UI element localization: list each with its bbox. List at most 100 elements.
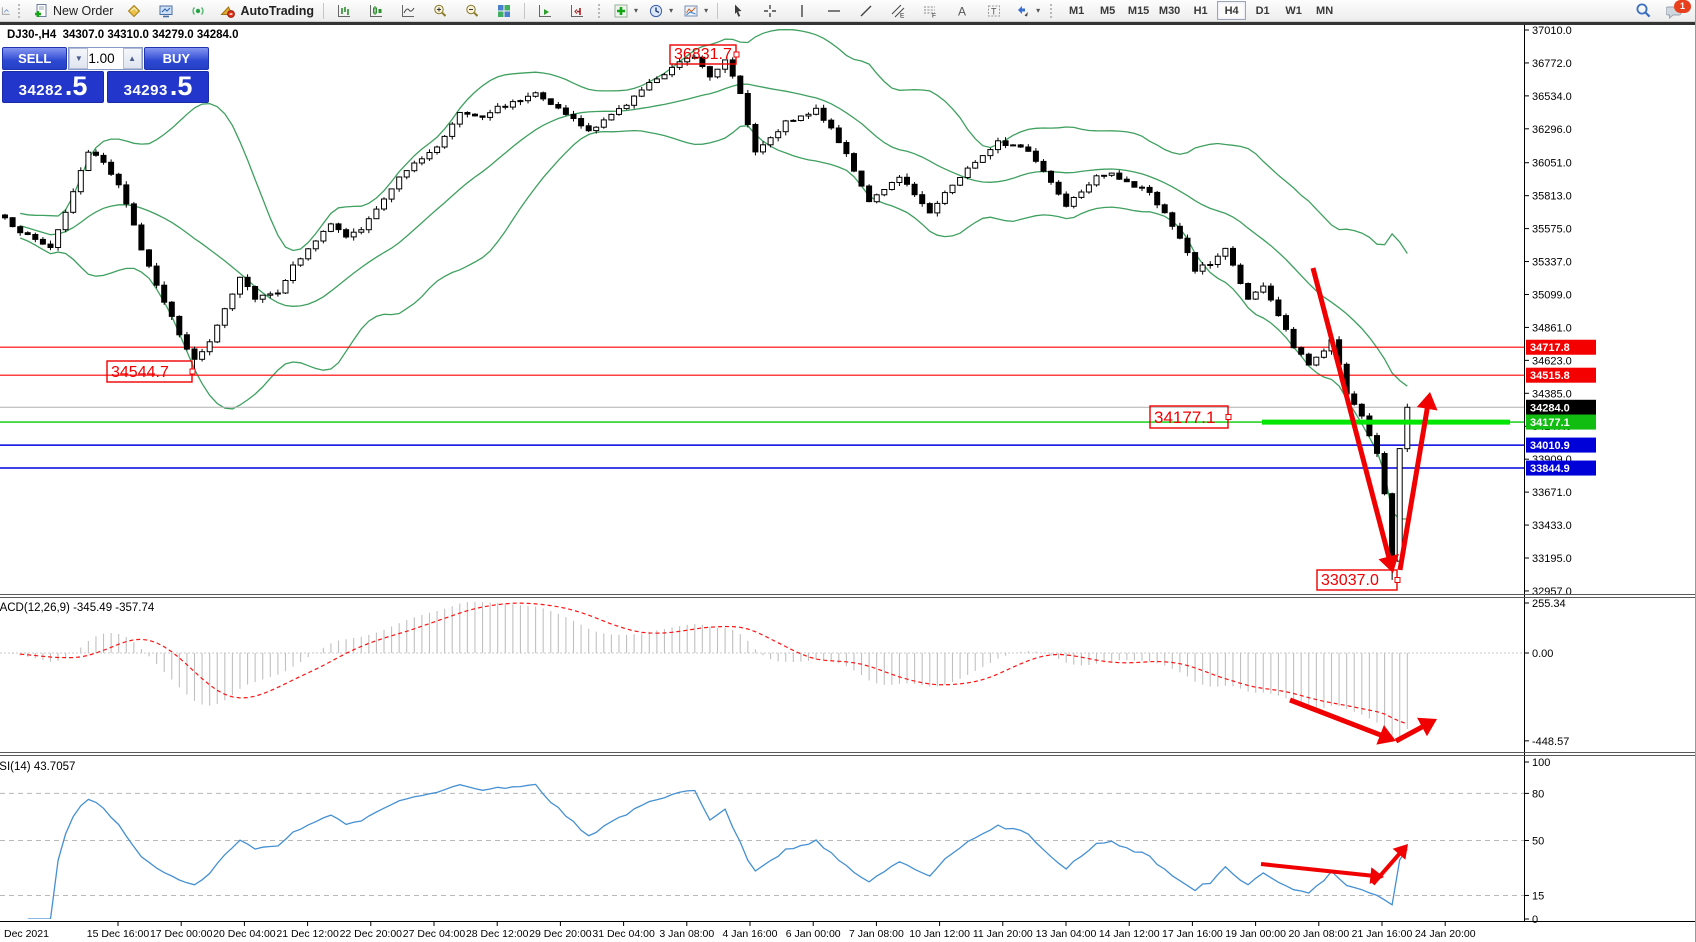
svg-text:15: 15: [1532, 890, 1544, 902]
sell-price[interactable]: 34282 .5: [2, 71, 104, 103]
svg-text:34385.0: 34385.0: [1532, 388, 1572, 400]
svg-text:33844.9: 33844.9: [1530, 463, 1570, 475]
horizontal-level-lines[interactable]: [0, 346, 1524, 469]
sell-button[interactable]: SELL: [2, 47, 68, 70]
toolbar-grip: [18, 3, 23, 18]
timeframe-H4[interactable]: H4: [1217, 1, 1247, 20]
autotrading-label: AutoTrading: [240, 3, 315, 18]
rsi-line: [27, 783, 1408, 919]
timeframe-M15[interactable]: M15: [1127, 4, 1150, 17]
svg-text:-448.57: -448.57: [1532, 736, 1569, 748]
toolbar-separator: [323, 2, 325, 19]
timeframe-MN[interactable]: MN: [1316, 4, 1334, 17]
svg-text:T: T: [991, 6, 997, 16]
timeframe-M30[interactable]: M30: [1158, 4, 1181, 17]
annotation-arrows-rsi[interactable]: [1260, 844, 1408, 886]
svg-text:36772.0: 36772.0: [1532, 58, 1572, 70]
auto-scroll-icon[interactable]: [530, 0, 560, 21]
sell-price-frac: .5: [64, 71, 88, 101]
svg-text:4 Jan 16:00: 4 Jan 16:00: [723, 928, 778, 940]
svg-text:Dec 2021: Dec 2021: [4, 928, 49, 940]
svg-text:20 Dec 04:00: 20 Dec 04:00: [213, 928, 276, 940]
svg-text:33195.0: 33195.0: [1532, 553, 1572, 565]
svg-text:34010.9: 34010.9: [1530, 440, 1570, 452]
svg-text:13 Jan 04:00: 13 Jan 04:00: [1036, 928, 1097, 940]
volume-increase-icon[interactable]: ▲: [122, 48, 142, 69]
svg-text:34177.1: 34177.1: [1154, 408, 1215, 427]
search-icon[interactable]: [1628, 0, 1658, 21]
svg-text:34717.8: 34717.8: [1530, 342, 1570, 354]
svg-text:24 Jan 20:00: 24 Jan 20:00: [1415, 928, 1476, 940]
svg-text:36296.0: 36296.0: [1532, 124, 1572, 136]
bollinger-bands: [19, 28, 1408, 520]
candlestick-chart-icon[interactable]: [361, 0, 391, 21]
line-chart-icon[interactable]: [393, 0, 423, 21]
zoom-out-icon[interactable]: [457, 0, 487, 21]
svg-text:11 Jan 20:00: 11 Jan 20:00: [973, 928, 1033, 940]
svg-text:33671.0: 33671.0: [1532, 487, 1572, 499]
tile-windows-icon[interactable]: [489, 0, 519, 21]
svg-text:34177.1: 34177.1: [1530, 417, 1570, 429]
clipped-toolbar-icon[interactable]: [0, 0, 12, 21]
rsi-label: RSI(14) 43.7057: [0, 761, 75, 773]
price-label-33037.0[interactable]: 33037.0: [1316, 569, 1401, 591]
toolbar-separator: [717, 2, 719, 19]
timeframe-M5[interactable]: M5: [1099, 4, 1116, 17]
buy-button[interactable]: BUY: [143, 47, 209, 70]
volume-stepper[interactable]: ▼ 1.00 ▲: [68, 47, 143, 70]
window-divider: [0, 21, 1696, 25]
svg-text:0: 0: [1532, 914, 1538, 926]
svg-text:A: A: [958, 4, 966, 18]
price-label-34544.7[interactable]: 34544.7: [106, 360, 196, 383]
price-label-34177.1[interactable]: 34177.1: [1149, 405, 1232, 429]
svg-text:29 Dec 20:00: 29 Dec 20:00: [529, 928, 592, 940]
new-order-button[interactable]: New Order: [29, 1, 117, 20]
signals-icon[interactable]: [183, 0, 213, 21]
equidistant-channel-tool-icon[interactable]: E: [883, 0, 913, 21]
timeframe-M1[interactable]: M1: [1068, 4, 1085, 17]
autotrading-button[interactable]: AutoTrading: [215, 1, 318, 20]
new-order-icon: [33, 3, 49, 19]
chart-shift-icon[interactable]: [562, 0, 592, 21]
timeframe-toolbar: M1 M5 M15 M30 H1 H4 D1 W1 MN: [1061, 0, 1340, 21]
arrows-tool-icon[interactable]: ▾: [1011, 0, 1044, 21]
bollinger-upper: [20, 28, 1408, 254]
templates-button[interactable]: ▾: [679, 0, 712, 21]
periods-button[interactable]: ▾: [644, 0, 677, 21]
svg-text:33433.0: 33433.0: [1532, 520, 1572, 532]
timeframe-W1[interactable]: W1: [1285, 4, 1302, 17]
svg-text:3 Jan 08:00: 3 Jan 08:00: [659, 928, 714, 940]
buy-price-main: 34293: [123, 82, 168, 99]
annotation-arrows-main[interactable]: [1310, 267, 1438, 573]
svg-text:36051.0: 36051.0: [1532, 158, 1572, 170]
candlestick-series: [2, 54, 1411, 580]
vertical-line-tool-icon[interactable]: [787, 0, 817, 21]
indicators-button[interactable]: ▾: [609, 0, 642, 21]
deposit-icon[interactable]: [119, 0, 149, 21]
crosshair-tool-icon[interactable]: [755, 0, 785, 21]
annotation-arrows-macd[interactable]: [1289, 697, 1437, 745]
bar-chart-icon[interactable]: [329, 0, 359, 21]
text-tool-icon[interactable]: A: [947, 0, 977, 21]
svg-text:34623.0: 34623.0: [1532, 355, 1572, 367]
terminal-icon[interactable]: [151, 0, 181, 21]
volume-value[interactable]: 1.00: [88, 51, 115, 66]
volume-decrease-icon[interactable]: ▼: [69, 48, 89, 69]
horizontal-line-tool-icon[interactable]: [819, 0, 849, 21]
autotrading-icon: [219, 3, 236, 19]
text-label-tool-icon[interactable]: T: [979, 0, 1009, 21]
cursor-tool-icon[interactable]: [723, 0, 753, 21]
svg-text:17 Jan 16:00: 17 Jan 16:00: [1162, 928, 1223, 940]
price-label-36831.7[interactable]: 36831.7: [669, 44, 740, 65]
fibonacci-tool-icon[interactable]: F: [915, 0, 945, 21]
buy-price[interactable]: 34293 .5: [107, 71, 209, 103]
notifications-icon[interactable]: 1: [1660, 0, 1691, 21]
toolbar-separator: [524, 2, 526, 19]
trendline-tool-icon[interactable]: [851, 0, 881, 21]
price-annotation-labels[interactable]: 36831.7 34544.7 34177.1 33037.0: [106, 44, 1401, 591]
timeframe-D1[interactable]: D1: [1255, 4, 1270, 17]
zoom-in-icon[interactable]: [425, 0, 455, 21]
timeframe-H1[interactable]: H1: [1193, 4, 1208, 17]
